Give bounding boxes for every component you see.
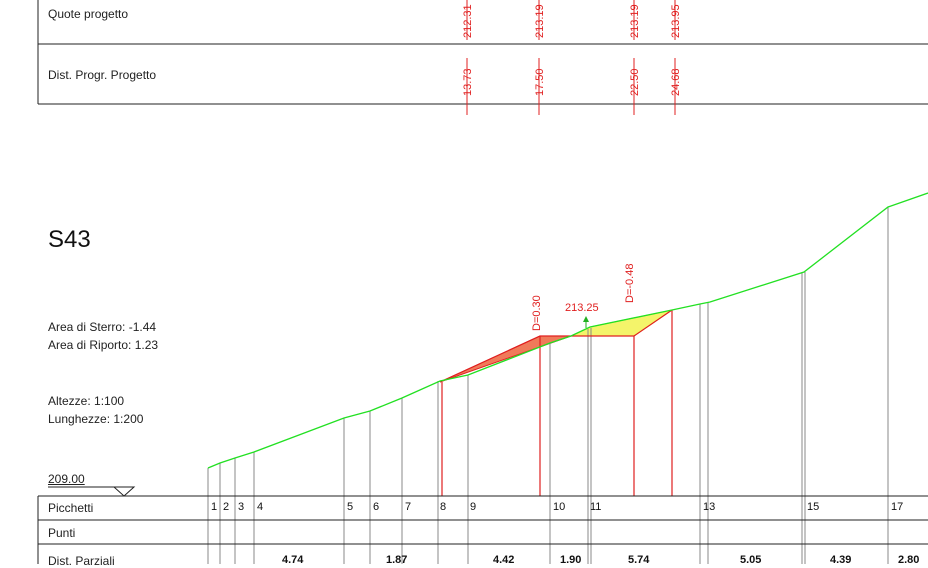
area-riporto: Area di Riporto: 1.23 xyxy=(48,338,159,352)
picchetto-label: 3 xyxy=(238,501,244,513)
station-lines xyxy=(207,207,889,564)
top-table-frame xyxy=(37,0,928,105)
picchetto-label: 1 xyxy=(211,501,217,513)
dist-progr-progetto-label: Dist. Progr. Progetto xyxy=(48,68,157,82)
datum-level: 209.00 xyxy=(48,472,85,486)
picchetto-label: 2 xyxy=(223,501,229,513)
bottom-table-frame xyxy=(37,495,928,564)
datum-marker xyxy=(48,486,136,497)
dist-parziale-value: 5.74 xyxy=(628,554,650,564)
quote-progetto-label: Quote progetto xyxy=(48,7,129,21)
picchetto-label: 15 xyxy=(807,501,819,513)
scale-lunghezze: Lunghezze: 1:200 xyxy=(48,412,144,426)
dist-parziale-value: 1.87 xyxy=(386,554,407,564)
project-verticals xyxy=(441,310,673,496)
picchetto-label: 5 xyxy=(347,501,353,513)
picchetto-label: 11 xyxy=(590,501,601,513)
picchetto-label: 4 xyxy=(257,501,263,513)
dist-parziale-value: 4.39 xyxy=(830,554,851,564)
punti-label: Punti xyxy=(48,526,76,540)
marker-d-right: D=-0.48 xyxy=(624,264,636,303)
section-title: S43 xyxy=(48,226,91,253)
picchetto-label: 9 xyxy=(470,501,476,513)
picchetti-label: Picchetti xyxy=(48,501,94,515)
picchetto-label: 6 xyxy=(373,501,379,513)
dist-parziale-value: 4.74 xyxy=(282,554,304,564)
dist-parziale-value: 5.05 xyxy=(740,554,761,564)
picchetto-label: 7 xyxy=(405,501,411,513)
dist-parziale-value: 4.42 xyxy=(493,554,514,564)
marker-level-text: 213.25 xyxy=(565,302,599,314)
scale-altezze: Altezze: 1:100 xyxy=(48,394,125,408)
picchetto-label: 13 xyxy=(703,501,715,513)
scale-info: Altezze: 1:100 Lunghezze: 1:200 xyxy=(48,392,143,428)
area-info: Area di Sterro: -1.44 Area di Riporto: 1… xyxy=(48,318,158,354)
top-table-values: 212.31 213.19 213.19 213.95 13.73 17.50 22.50 2… xyxy=(462,0,682,115)
level-marker: 213.25 D=0.30 D=-0.48 xyxy=(531,264,636,331)
dist-value: 17.50 xyxy=(534,68,546,96)
area-sterro: Area di Sterro: -1.44 xyxy=(48,320,157,334)
picchetto-label: 17 xyxy=(891,501,903,513)
dist-value: 22.50 xyxy=(629,68,641,96)
dist-value: 24.68 xyxy=(670,68,682,96)
quote-value: 212.31 xyxy=(462,4,474,38)
dist-parziale-value: 2.80 xyxy=(898,554,919,564)
dist-parziale-value: 1.90 xyxy=(560,554,581,564)
marker-d-left: D=0.30 xyxy=(531,295,543,331)
quote-value: 213.19 xyxy=(629,4,641,38)
picchetto-label: 8 xyxy=(440,501,446,513)
quote-value: 213.19 xyxy=(534,4,546,38)
dist-value: 13.73 xyxy=(462,68,474,96)
picchetti-row: 1 2 3 4 5 6 7 8 9 10 11 13 15 17 xyxy=(211,501,903,513)
dist-parziali-row: 4.74 1.87 4.42 1.90 5.74 5.05 4.39 2.80 xyxy=(282,554,919,564)
picchetto-label: 10 xyxy=(553,501,565,513)
quote-value: 213.95 xyxy=(670,4,682,38)
ground-line xyxy=(207,192,928,469)
